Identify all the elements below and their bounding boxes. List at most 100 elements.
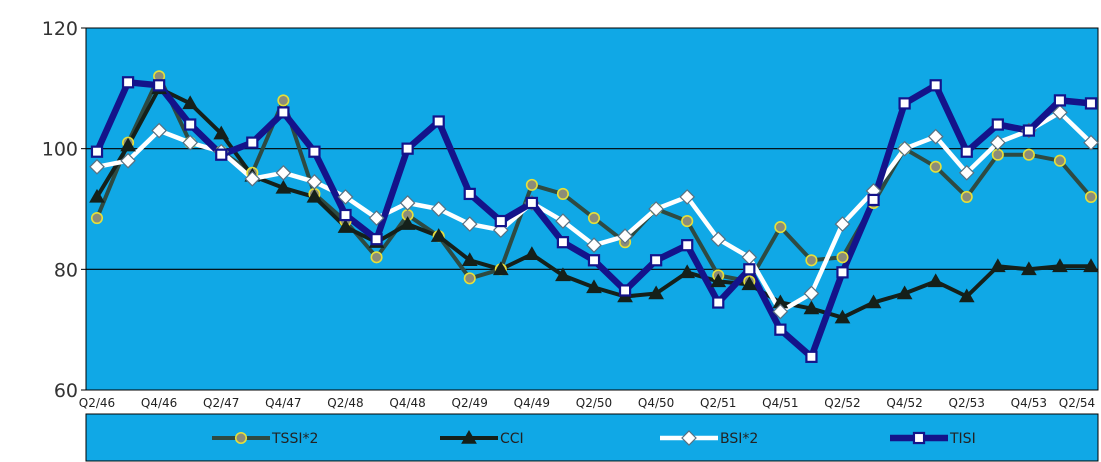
data-point-tisi: [432, 115, 445, 128]
data-point-tssi-2: [774, 221, 787, 234]
data-point-bsi-2: [989, 134, 1006, 151]
data-point-tisi: [743, 263, 756, 276]
data-point-cci: [803, 300, 820, 315]
data-point-tisi: [184, 118, 197, 131]
data-point-bsi-2: [958, 164, 975, 181]
data-point-tssi-2: [277, 94, 290, 107]
data-point-tisi: [152, 79, 166, 92]
data-point-bsi-2: [151, 122, 167, 139]
x-tick-label: Q4/50: [638, 396, 674, 410]
y-tick-label-80: 80: [54, 259, 78, 281]
data-point-cci: [524, 246, 540, 260]
data-point-bsi-2: [244, 170, 261, 187]
data-point-tisi: [898, 97, 911, 110]
data-point-bsi-2: [617, 228, 633, 244]
data-point-tssi-2: [991, 148, 1004, 161]
data-point-bsi-2: [803, 285, 820, 302]
data-point-bsi-2: [368, 210, 385, 226]
data-point-bsi-2: [182, 134, 199, 151]
data-point-bsi-2: [586, 237, 602, 254]
legend-marker-tssi-2: [234, 431, 248, 445]
data-point-tisi: [525, 196, 539, 210]
x-tick-label: Q4/47: [265, 396, 301, 410]
data-point-cci: [1052, 258, 1068, 273]
y-tick-label-60: 60: [54, 380, 78, 402]
y-tick-label-100: 100: [42, 139, 78, 161]
data-point-tisi: [681, 239, 694, 252]
x-tick-label: Q2/46: [79, 396, 115, 410]
x-tick-label: Q4/52: [886, 396, 922, 410]
y-axis: 60 80 100 120: [42, 18, 86, 402]
data-point-cci: [989, 258, 1006, 273]
data-point-tssi-2: [681, 215, 694, 228]
data-point-cci: [958, 288, 975, 303]
legend: TSSI*2 CCI BSI*2 TISI: [212, 429, 976, 447]
data-point-cci: [648, 285, 664, 300]
x-tick-label: Q2/51: [700, 396, 736, 410]
data-point-bsi-2: [399, 195, 416, 211]
x-tick-label: Q4/46: [141, 396, 177, 410]
data-point-tisi: [1053, 94, 1067, 107]
data-point-cci: [1083, 258, 1099, 273]
data-point-bsi-2: [710, 231, 727, 248]
data-point-tssi-2: [463, 272, 476, 285]
data-point-cci: [927, 273, 944, 288]
x-tick-label: Q2/54: [1059, 396, 1095, 410]
data-point-tisi: [215, 148, 228, 161]
x-tick-label: Q4/48: [389, 396, 425, 410]
data-point-bsi-2: [834, 216, 851, 232]
data-point-cci: [834, 309, 851, 324]
data-point-tssi-2: [929, 160, 942, 173]
data-point-tisi: [929, 79, 942, 92]
data-point-cci: [275, 179, 292, 194]
data-point-tssi-2: [836, 251, 849, 264]
data-point-tisi: [867, 193, 880, 207]
data-point-bsi-2: [461, 216, 478, 232]
data-point-tisi: [494, 214, 507, 228]
data-point-bsi-2: [120, 152, 136, 169]
x-tick-label: Q2/49: [452, 396, 488, 410]
data-point-cci: [710, 273, 727, 288]
data-point-cci: [1021, 261, 1037, 276]
data-point-tisi: [774, 323, 787, 336]
x-tick-label: Q2/47: [203, 396, 239, 410]
data-point-cci: [89, 188, 105, 203]
x-tick-label: Q4/53: [1011, 396, 1047, 410]
data-point-tisi: [308, 145, 321, 158]
data-point-cci: [430, 228, 447, 242]
data-point-cci: [741, 276, 758, 291]
data-point-cci: [679, 264, 696, 279]
data-point-tssi-2: [525, 178, 538, 191]
data-point-bsi-2: [337, 189, 354, 205]
data-point-cci: [586, 279, 602, 294]
legend-marker-bsi-2: [681, 430, 697, 446]
data-point-tssi-2: [370, 251, 383, 264]
data-point-tisi: [836, 266, 849, 279]
data-point-tisi: [712, 296, 725, 309]
data-point-tisi: [339, 208, 352, 222]
data-point-tisi: [556, 236, 570, 249]
legend-marker-cci: [461, 429, 477, 444]
data-point-bsi-2: [772, 303, 789, 320]
data-point-cci: [182, 95, 199, 110]
data-point-bsi-2: [555, 213, 571, 229]
legend-marker-tisi: [912, 431, 926, 445]
data-point-cci: [896, 285, 913, 300]
data-point-tisi: [649, 254, 663, 267]
x-tick-label: Q4/51: [762, 396, 798, 410]
legend-label-tssi-2: TSSI*2: [271, 431, 318, 447]
data-point-tisi: [1084, 97, 1098, 110]
data-point-tisi: [401, 142, 414, 155]
data-point-tssi-2: [587, 212, 601, 225]
x-axis: Q2/46 Q4/46 Q2/47 Q4/47 Q2/48 Q4/48 Q2/49 Q4/49…: [79, 396, 1095, 410]
data-point-bsi-2: [89, 158, 105, 175]
data-point-cci: [555, 267, 571, 282]
data-point-cci: [461, 252, 478, 267]
data-point-tssi-2: [556, 187, 569, 200]
data-point-tisi: [463, 187, 476, 201]
data-point-bsi-2: [306, 174, 323, 190]
data-point-tssi-2: [1084, 190, 1098, 203]
data-point-tisi: [991, 118, 1004, 131]
data-point-tssi-2: [1053, 154, 1066, 167]
x-tick-label: Q2/52: [824, 396, 860, 410]
